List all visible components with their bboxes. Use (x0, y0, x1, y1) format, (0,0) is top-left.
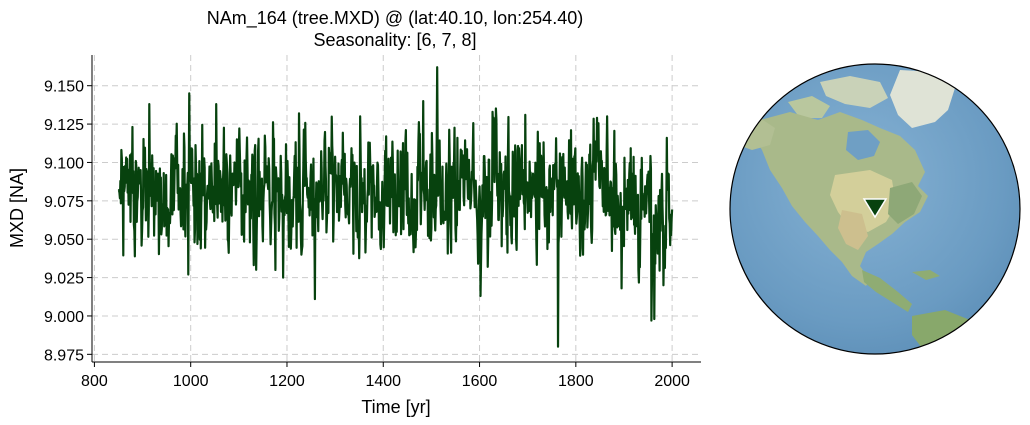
x-tick-label: 1400 (365, 373, 401, 390)
caribbean-islands (912, 270, 940, 280)
x-axis-label: Time [yr] (361, 397, 430, 417)
arctic-islands-landmass (820, 76, 888, 108)
y-tick-label: 9.125 (44, 117, 84, 134)
southwest-desert-region (838, 210, 868, 250)
y-tick-label: 9.025 (44, 271, 84, 288)
x-tick-label: 1000 (173, 373, 209, 390)
x-tick-label: 1800 (558, 373, 594, 390)
axes (91, 55, 701, 363)
series-line-mxd (117, 66, 674, 348)
y-tick-label: 9.000 (44, 309, 84, 326)
x-tick-label: 2000 (654, 373, 690, 390)
globe-outline (729, 63, 1021, 355)
site-marker-icon (862, 198, 888, 219)
eastern-forest-region (888, 182, 922, 224)
south-america-landmass (912, 310, 990, 354)
landmasses (735, 70, 990, 354)
chart-title: NAm_164 (tree.MXD) @ (lat:40.10, lon:254… (207, 8, 583, 29)
y-ticks: 8.975 9.000 9.025 9.050 9.075 9.100 9.125 9.150 (44, 79, 92, 364)
x-ticks: 800 1000 1200 1400 1600 1800 2000 (81, 362, 690, 390)
y-tick-label: 9.050 (44, 232, 84, 249)
x-tick-label: 1200 (269, 373, 305, 390)
x-tick-label: 1600 (462, 373, 498, 390)
y-tick-label: 9.150 (44, 79, 84, 96)
y-axis-label: MXD [NA] (7, 168, 27, 248)
y-tick-label: 9.075 (44, 194, 84, 211)
central-america-landmass (862, 270, 912, 312)
chart-subtitle: Seasonality: [6, 7, 8] (313, 30, 476, 50)
y-tick-label: 8.975 (44, 347, 84, 364)
hudson-bay-water (846, 130, 880, 160)
x-tick-label: 800 (81, 373, 108, 390)
y-tick-label: 9.100 (44, 155, 84, 172)
arctic-islands-landmass-2 (788, 96, 830, 118)
series-layer (117, 66, 674, 348)
greenland-landmass (890, 70, 955, 128)
